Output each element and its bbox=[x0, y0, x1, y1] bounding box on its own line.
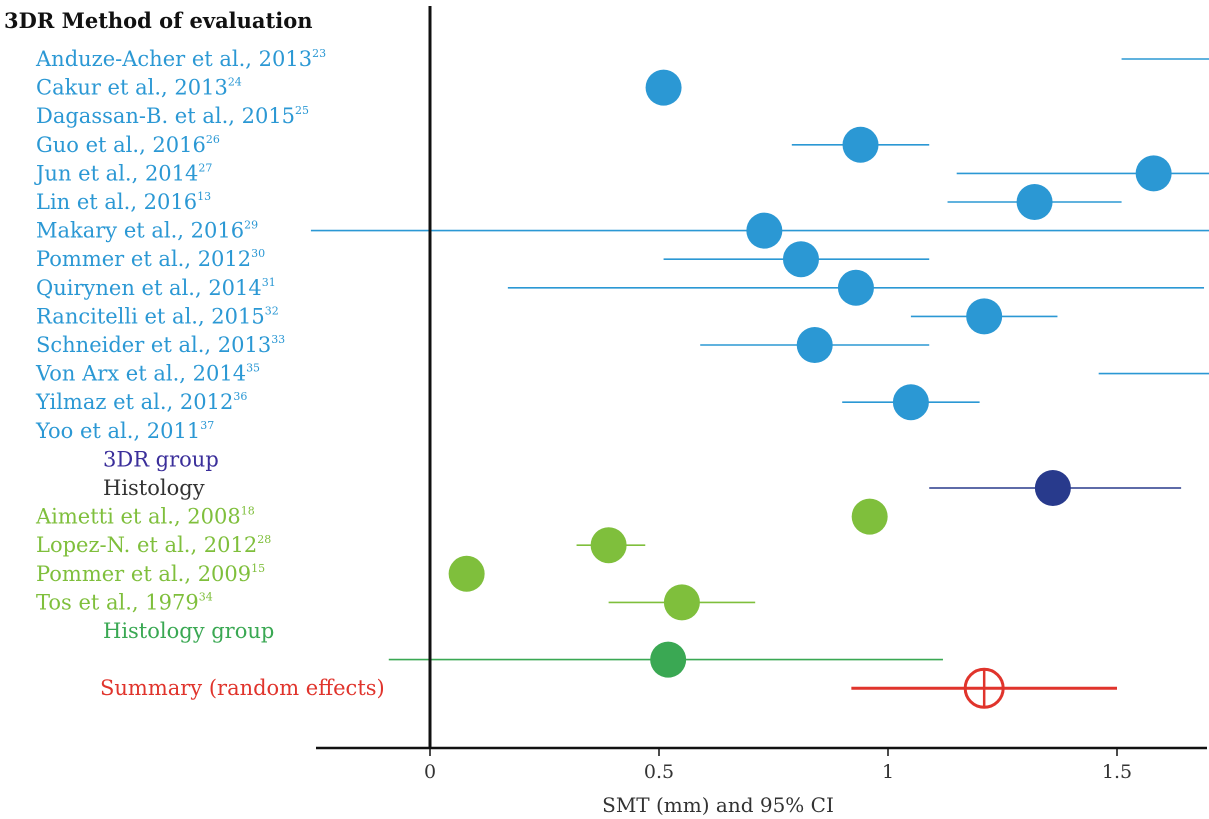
row-label-text: Guo et al., 2016 bbox=[36, 133, 206, 157]
study-estimate-marker bbox=[842, 126, 879, 163]
row-label-reference: 31 bbox=[262, 276, 276, 289]
row-label: Summary (random effects) bbox=[100, 676, 385, 700]
row-label: Dagassan-B. et al., 201525 bbox=[36, 104, 309, 128]
study-estimate-marker bbox=[590, 527, 627, 564]
row-label-text: Lopez-N. et al., 2012 bbox=[36, 533, 257, 557]
study-estimate-marker bbox=[782, 241, 819, 278]
row-label-text: Summary (random effects) bbox=[100, 676, 385, 700]
row-label-reference: 29 bbox=[244, 219, 258, 232]
row-label-text: Von Arx et al., 2014 bbox=[35, 362, 246, 386]
row-label-text: Histology group bbox=[103, 619, 274, 643]
x-tick-label: 1 bbox=[882, 761, 894, 783]
row-label-reference: 32 bbox=[265, 304, 279, 317]
row-label-text: Anduze-Acher et al., 2013 bbox=[35, 47, 312, 71]
row-label: Yoo et al., 201137 bbox=[35, 419, 214, 443]
study-estimate-marker bbox=[837, 269, 874, 306]
x-tick-label: 0 bbox=[424, 761, 436, 783]
row-label-text: Schneider et al., 2013 bbox=[36, 333, 271, 357]
row-label-reference: 37 bbox=[200, 419, 214, 432]
row-label-text: Yilmaz et al., 2012 bbox=[35, 390, 233, 414]
study-estimate-marker bbox=[1135, 155, 1172, 192]
row-label-text: Quirynen et al., 2014 bbox=[36, 276, 262, 300]
row-label-reference: 23 bbox=[312, 47, 326, 60]
x-tick-label: 0.5 bbox=[644, 761, 674, 783]
x-axis-title: SMT (mm) and 95% CI bbox=[602, 793, 834, 817]
row-label: Rancitelli et al., 201532 bbox=[36, 304, 279, 328]
chart-title: 3DR Method of evaluation bbox=[4, 8, 313, 33]
row-label-text: 3DR group bbox=[103, 447, 219, 471]
row-label-text: Lin et al., 2016 bbox=[36, 190, 197, 214]
row-label: Cakur et al., 201324 bbox=[36, 76, 242, 100]
row-label-reference: 30 bbox=[251, 247, 265, 260]
row-label-reference: 24 bbox=[228, 76, 242, 89]
row-label-text: Pommer et al., 2009 bbox=[36, 562, 251, 586]
row-label: Schneider et al., 201333 bbox=[36, 333, 285, 357]
study-estimate-marker bbox=[448, 555, 485, 592]
study-estimate-marker bbox=[1016, 184, 1053, 220]
study-estimate-marker bbox=[966, 298, 1003, 335]
row-label: Pommer et al., 200915 bbox=[36, 562, 265, 586]
study-estimate-marker bbox=[746, 212, 783, 249]
x-axis: 00.511.522.53 bbox=[316, 6, 1207, 783]
forest-rows: Anduze-Acher et al., 201323 Cakur et al.,… bbox=[34, 47, 1209, 709]
row-label-text: Yoo et al., 2011 bbox=[35, 419, 200, 443]
row-label: Yilmaz et al., 201236 bbox=[35, 390, 247, 414]
row-label-reference: 18 bbox=[241, 505, 255, 518]
study-estimate-marker bbox=[851, 498, 888, 535]
row-label-reference: 33 bbox=[271, 333, 285, 346]
row-label-text: Pommer et al., 2012 bbox=[36, 247, 251, 271]
row-label-reference: 36 bbox=[233, 390, 247, 403]
row-label-text: Tos et al., 1979 bbox=[36, 590, 199, 614]
row-label: Quirynen et al., 201431 bbox=[36, 276, 276, 300]
row-label-reference: 26 bbox=[206, 133, 220, 146]
x-tick-label: 1.5 bbox=[1102, 761, 1132, 783]
row-label: Lopez-N. et al., 201228 bbox=[36, 533, 271, 557]
row-label: Lin et al., 201613 bbox=[36, 190, 211, 214]
row-label-text: Jun et al., 2014 bbox=[34, 161, 198, 185]
row-label: Aimetti et al., 200818 bbox=[35, 505, 255, 529]
row-label: Anduze-Acher et al., 201323 bbox=[35, 47, 326, 71]
row-label-text: Histology bbox=[103, 476, 205, 500]
row-label: Von Arx et al., 201435 bbox=[35, 362, 260, 386]
row-label: Guo et al., 201626 bbox=[36, 133, 220, 157]
study-estimate-marker bbox=[663, 584, 700, 621]
row-label: Histology bbox=[103, 476, 205, 500]
group-estimate-marker bbox=[1034, 470, 1071, 506]
row-label-text: Rancitelli et al., 2015 bbox=[36, 304, 265, 328]
row-label: Makary et al., 201629 bbox=[36, 219, 258, 243]
study-estimate-marker bbox=[645, 69, 682, 106]
group-estimate-marker bbox=[650, 641, 687, 678]
row-label-text: Aimetti et al., 2008 bbox=[35, 505, 241, 529]
row-label: Pommer et al., 201230 bbox=[36, 247, 265, 271]
row-label-reference: 35 bbox=[246, 362, 260, 375]
row-label-text: Makary et al., 2016 bbox=[36, 219, 244, 243]
row-label-reference: 27 bbox=[198, 161, 212, 174]
row-label: Tos et al., 197934 bbox=[36, 590, 213, 614]
row-label-reference: 34 bbox=[199, 590, 213, 603]
row-label: Histology group bbox=[103, 619, 274, 643]
row-label-reference: 13 bbox=[197, 190, 211, 203]
study-estimate-marker bbox=[892, 384, 929, 421]
study-estimate-marker bbox=[796, 327, 833, 363]
row-label-text: Dagassan-B. et al., 2015 bbox=[36, 104, 295, 128]
row-label: 3DR group bbox=[103, 447, 219, 471]
row-label-reference: 28 bbox=[257, 533, 271, 546]
row-label-reference: 25 bbox=[295, 104, 309, 117]
row-label: Jun et al., 201427 bbox=[34, 161, 212, 185]
row-label-reference: 15 bbox=[251, 562, 265, 575]
row-label-text: Cakur et al., 2013 bbox=[36, 76, 228, 100]
